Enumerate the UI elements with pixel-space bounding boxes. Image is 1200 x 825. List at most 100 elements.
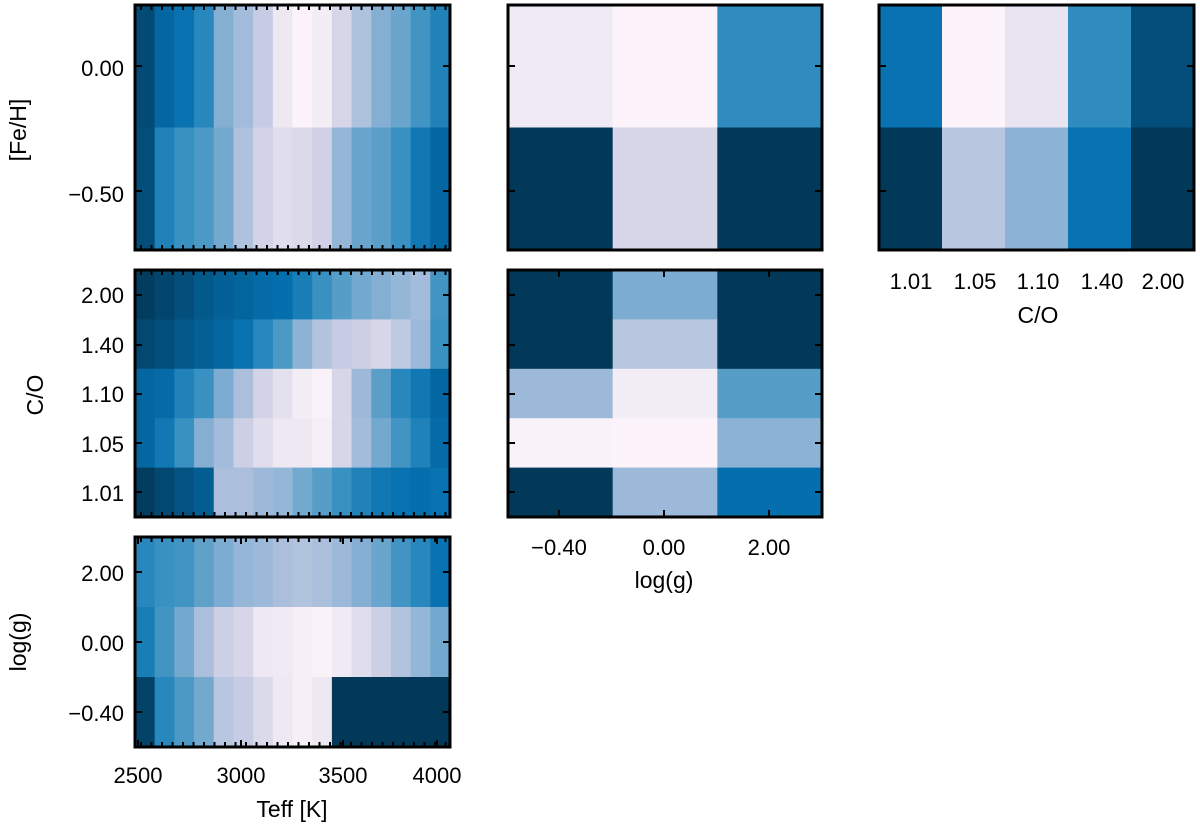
heatmap-cell: [371, 127, 392, 251]
heatmap-cell: [410, 537, 431, 608]
heatmap-cell: [351, 677, 372, 748]
x-tick-label: 1.40: [1081, 269, 1124, 294]
heatmap-cell: [194, 127, 215, 251]
heatmap-cell: [371, 319, 392, 370]
heatmap-cell: [331, 319, 353, 370]
heatmap-cell: [410, 368, 431, 419]
heatmap-cell: [410, 127, 431, 251]
heatmap-cell: [390, 467, 412, 518]
heatmap-cell: [154, 537, 175, 608]
heatmap-cell: [233, 467, 254, 518]
heatmap-cell: [508, 5, 614, 129]
heatmap-cell: [292, 5, 313, 129]
heatmap-cell: [174, 677, 195, 748]
heatmap-cell: [312, 607, 333, 678]
heatmap-cell: [331, 127, 353, 251]
heatmap-cells-teff-co: [135, 270, 451, 518]
heatmap-cell: [612, 467, 718, 518]
heatmap-cell: [135, 677, 156, 748]
heatmap-cell: [351, 418, 372, 469]
heatmap-cell: [430, 537, 451, 608]
panel-co-feh: 1.01 1.05 1.10 1.40 2.00 C/O: [877, 3, 1196, 328]
heatmap-cell: [253, 607, 274, 678]
heatmap-cell: [213, 418, 235, 469]
heatmap-cell: [154, 607, 175, 678]
heatmap-cell: [410, 319, 431, 370]
heatmap-cell: [371, 467, 392, 518]
x-tick-label: 1.05: [954, 269, 997, 294]
heatmap-cell: [508, 418, 614, 469]
heatmap-cell: [253, 319, 274, 370]
heatmap-cell: [1005, 127, 1069, 251]
heatmap-cell: [272, 467, 294, 518]
x-axis-label: C/O: [1018, 302, 1059, 328]
y-tick-label: −0.40: [68, 701, 124, 726]
heatmap-cell: [135, 537, 156, 608]
heatmap-cells-logg-co: [508, 270, 823, 518]
x-tick-label: 1.01: [890, 269, 933, 294]
heatmap-cell: [390, 677, 412, 748]
heatmap-cell: [1131, 127, 1195, 251]
heatmap-cells-teff-logg: [135, 537, 451, 748]
heatmap-cell: [430, 5, 451, 129]
heatmap-cell: [879, 127, 943, 251]
heatmap-cell: [351, 319, 372, 370]
heatmap-cell: [390, 537, 412, 608]
heatmap-cell: [717, 319, 823, 370]
panel-teff-co: 2.00 1.40 1.10 1.05 1.01 C/O: [22, 268, 452, 519]
heatmap-cell: [194, 537, 215, 608]
heatmap-cell: [430, 467, 451, 518]
heatmap-cell: [1068, 127, 1132, 251]
heatmap-cell: [331, 537, 353, 608]
heatmap-cell: [371, 368, 392, 419]
heatmap-cell: [390, 607, 412, 678]
panel-teff-logg: 2.00 0.00 −0.40 log(g) 2500 3000 3500 40…: [5, 535, 461, 822]
heatmap-cell: [233, 677, 254, 748]
heatmap-cell: [312, 319, 333, 370]
heatmap-cell: [272, 418, 294, 469]
heatmap-cell: [213, 270, 235, 320]
heatmap-cell: [233, 607, 254, 678]
heatmap-cells-logg-feh: [508, 5, 823, 251]
heatmap-cell: [292, 368, 313, 419]
heatmap-cell: [942, 5, 1006, 129]
heatmap-cell: [174, 319, 195, 370]
heatmap-cell: [371, 5, 392, 129]
heatmap-cell: [879, 5, 943, 129]
heatmap-cell: [174, 127, 195, 251]
heatmap-cell: [312, 467, 333, 518]
y-tick-label: 2.00: [81, 561, 124, 586]
heatmap-cell: [154, 677, 175, 748]
heatmap-cell: [390, 418, 412, 469]
heatmap-cell: [508, 127, 614, 251]
heatmap-cell: [717, 418, 823, 469]
heatmap-cell: [942, 127, 1006, 251]
heatmap-cell: [351, 537, 372, 608]
heatmap-cell: [508, 319, 614, 370]
heatmap-cell: [351, 607, 372, 678]
panel-frame-teff-feh: [133, 3, 452, 252]
heatmap-cell: [292, 270, 313, 320]
heatmap-cell: [371, 537, 392, 608]
heatmap-cell: [233, 127, 254, 251]
heatmap-cell: [272, 677, 294, 748]
heatmap-cell: [174, 418, 195, 469]
y-tick-label: 2.00: [81, 283, 124, 308]
heatmap-cell: [717, 270, 823, 320]
heatmap-cell: [194, 270, 215, 320]
heatmap-cell: [213, 677, 235, 748]
heatmap-cell: [253, 418, 274, 469]
panel-frame-teff-co: [133, 268, 452, 519]
x-tick-label: −0.40: [531, 535, 587, 560]
heatmap-cell: [717, 368, 823, 419]
heatmap-cell: [272, 127, 294, 251]
heatmap-cells-teff-feh: [135, 5, 451, 251]
heatmap-cell: [253, 270, 274, 320]
heatmap-cell: [717, 5, 823, 129]
heatmap-cell: [371, 270, 392, 320]
heatmap-cell: [135, 5, 156, 129]
x-tick-label: 2.00: [1142, 269, 1185, 294]
heatmap-cell: [351, 368, 372, 419]
heatmap-cell: [430, 319, 451, 370]
